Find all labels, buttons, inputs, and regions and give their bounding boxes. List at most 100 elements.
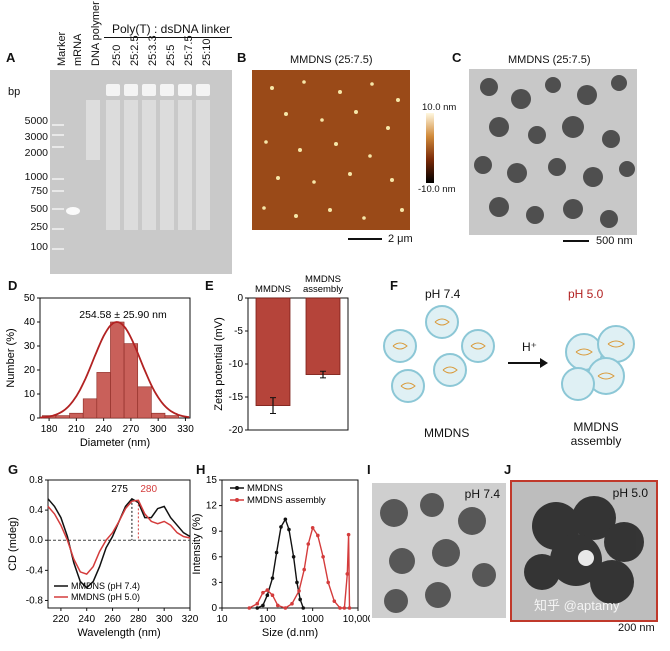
panel-label-a: A	[6, 50, 16, 65]
lane-label-25-0: 25:0	[111, 44, 123, 66]
y-tick-label: 0	[29, 413, 35, 424]
afm-scale-bar	[348, 238, 382, 240]
x-tick-label: 220	[53, 614, 70, 625]
dls-data-point	[347, 606, 352, 610]
histogram-bar	[82, 398, 98, 419]
dls-data-point	[261, 603, 265, 608]
chart-d-diameter: 0 10 20 30 40 50 180 210 240 270 300 330 254.58 ± 25…	[5, 293, 194, 449]
y-tick-label: 3	[211, 577, 217, 588]
dls-data-point	[275, 603, 280, 608]
schematic-caption-right-line1: MMDNS	[573, 420, 619, 434]
legend-label: MMDNS (pH 7.4)	[71, 581, 140, 591]
panel-label-i: I	[367, 462, 371, 477]
dls-data-point	[295, 580, 299, 585]
y-tick-label: 30	[24, 341, 36, 352]
plot-frame	[221, 479, 359, 609]
schematic-caption-right-line2: assembly	[570, 434, 622, 448]
dls-data-point	[342, 606, 347, 610]
dls-data-point	[261, 590, 265, 595]
marker-250: 250	[30, 221, 48, 233]
dls-data-point	[326, 580, 330, 585]
panel-label-j: J	[504, 462, 512, 477]
dls-data-point	[274, 550, 279, 555]
peak-label-280: 280	[140, 484, 157, 495]
dls-data-point	[255, 601, 260, 606]
dls-data-point	[270, 576, 275, 580]
y-tick-label: -15	[229, 392, 244, 403]
x-tick-label: 320	[182, 614, 199, 625]
category-label: MMDNS	[305, 274, 341, 285]
marker-3000: 3000	[24, 131, 48, 143]
fit-annotation: 254.58 ± 25.90 nm	[79, 309, 167, 321]
tem-image	[469, 69, 637, 235]
arrow-icon	[508, 358, 548, 368]
dls-data-point	[265, 593, 270, 597]
afm-particles	[262, 80, 404, 220]
y-tick-label: 10	[24, 389, 36, 400]
dls-data-point	[306, 542, 311, 546]
y-tick-label: -20	[229, 425, 244, 436]
schematic-drawing	[383, 305, 635, 403]
single-nanospheres	[383, 305, 495, 403]
afm-colorbar	[426, 113, 434, 183]
y-axis-label: CD (mdeg)	[7, 517, 19, 571]
y-tick-label: 12	[206, 501, 218, 512]
histogram-bar	[151, 412, 166, 419]
legend-label: MMDNS assembly	[247, 495, 326, 506]
plot-frame	[47, 479, 191, 609]
y-tick-label: 0	[237, 293, 243, 304]
histogram-bar	[123, 343, 139, 419]
histogram-bar	[55, 415, 70, 419]
lane-label-dna-polymer: DNA polymer	[90, 1, 102, 66]
x-axis-label: Diameter (nm)	[80, 437, 150, 449]
y-tick-label: -0.4	[26, 565, 44, 576]
y-axis-label: Intensity (%)	[191, 513, 203, 574]
zeta-bar	[255, 297, 291, 406]
tem-scale-label: 500 nm	[596, 235, 633, 247]
panel-label-e: E	[205, 278, 214, 293]
cd-series-line	[47, 497, 191, 589]
x-tick-label: 270	[123, 424, 140, 435]
lane-group-bracket	[104, 37, 232, 38]
afm-title: MMDNS (25:7.5)	[290, 54, 373, 66]
y-tick-label: -0.8	[26, 595, 44, 606]
lane-label-25-2-5: 25:2.5	[129, 35, 141, 66]
marker-2000: 2000	[24, 147, 48, 159]
afm-scale-label: 2 μm	[388, 233, 413, 245]
panel-label-c: C	[452, 50, 462, 65]
schematic-ph-left: pH 7.4	[425, 287, 461, 301]
histogram-bar	[164, 415, 179, 419]
dls-data-point	[338, 606, 342, 610]
x-tick-label: 210	[68, 424, 85, 435]
x-tick-label: 10,000	[343, 614, 370, 625]
dls-data-point	[287, 527, 291, 532]
dls-data-point	[283, 606, 288, 610]
panel-label-h: H	[196, 462, 206, 477]
marker-1000: 1000	[24, 171, 48, 183]
y-tick-label: 0.0	[29, 535, 43, 546]
y-tick-label: 0.4	[29, 505, 43, 516]
x-tick-label: 280	[130, 614, 147, 625]
tem-ph50-aggregate	[524, 496, 644, 604]
panel-label-d: D	[8, 278, 18, 293]
marker-5000: 5000	[24, 115, 48, 127]
y-tick-label: 9	[211, 526, 217, 537]
panel-label-g: G	[8, 462, 19, 477]
x-axis-label: Wavelength (nm)	[77, 627, 160, 639]
dls-data-point	[297, 589, 301, 593]
histogram-bar	[137, 386, 152, 419]
dls-data-point	[247, 606, 252, 610]
lane-label-25-7-5: 25:7.5	[183, 35, 195, 66]
schematic-caption-right: MMDNS assembly	[566, 420, 626, 448]
dls-data-point	[310, 525, 315, 530]
x-tick-label: 260	[104, 614, 121, 625]
y-tick-label: 15	[206, 475, 218, 486]
x-tick-label: 100	[259, 614, 276, 625]
tem-image-ph50: pH 5.0 知乎 @aptamy	[510, 480, 658, 622]
x-tick-label: 240	[95, 424, 112, 435]
dls-data-point	[255, 606, 260, 610]
schematic-arrow-label: H⁺	[522, 340, 537, 354]
schematic-caption-left: MMDNS	[424, 426, 470, 440]
